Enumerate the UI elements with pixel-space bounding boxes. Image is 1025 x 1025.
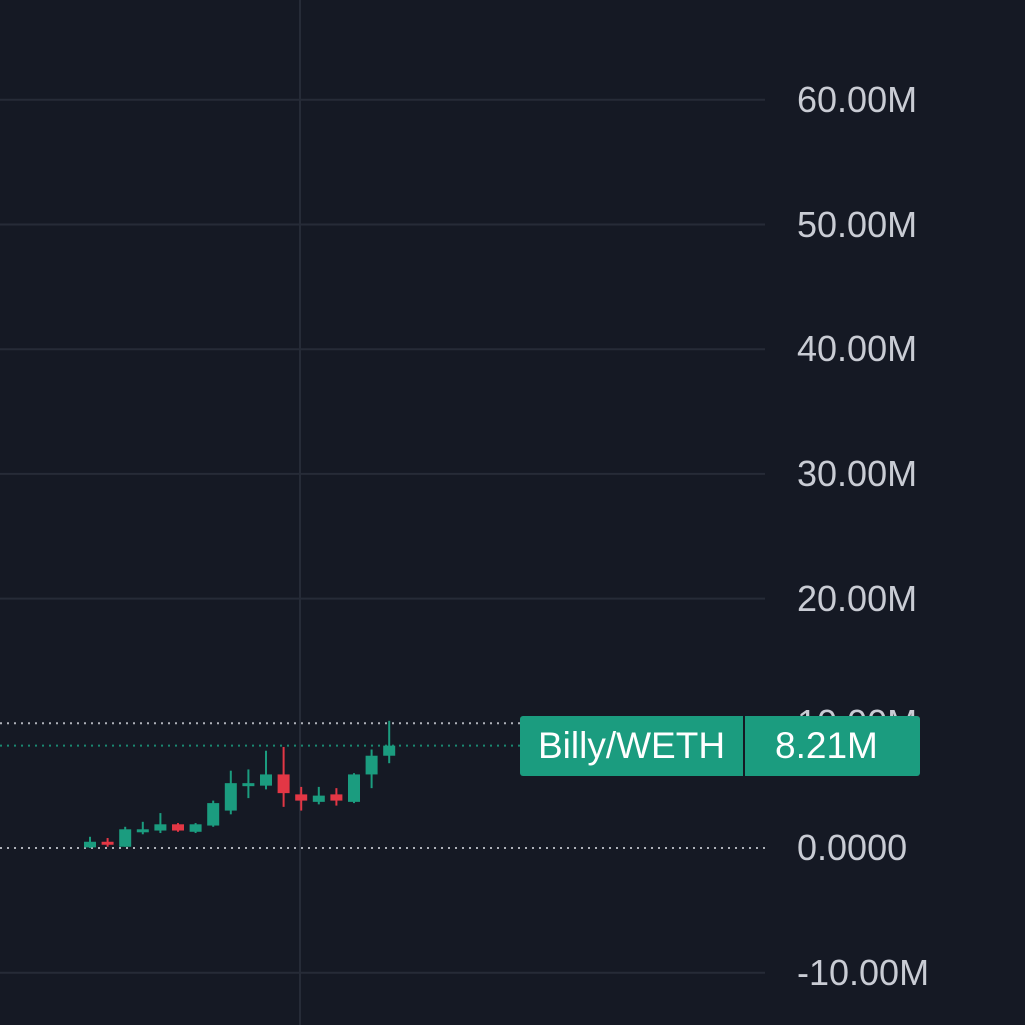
y-tick-label: 50.00M — [797, 203, 918, 245]
y-tick-label: 20.00M — [797, 577, 918, 619]
candle-body — [189, 824, 202, 832]
last-price-tag: Billy/WETH 8.21M — [520, 716, 921, 776]
candle-body — [224, 783, 237, 811]
candle-body — [383, 745, 396, 756]
candle-body — [312, 795, 325, 802]
candle-body — [154, 824, 167, 831]
candle-body — [119, 829, 132, 847]
candle-body — [365, 755, 378, 775]
candle-body — [277, 774, 290, 794]
candle-body — [295, 794, 308, 801]
y-tick-label: 30.00M — [797, 452, 918, 494]
y-tick-label: 0.0000 — [797, 827, 908, 868]
candle-body — [348, 774, 360, 802]
last-price-label: 8.21M — [743, 716, 921, 776]
y-tick-label: 60.00M — [797, 78, 918, 120]
candle-body — [330, 794, 343, 801]
pair-label: Billy/WETH — [520, 716, 744, 776]
candle-body — [242, 783, 255, 787]
y-tick-label: 40.00M — [797, 328, 918, 370]
candle-body — [101, 841, 114, 845]
candle-body — [84, 841, 96, 848]
candle-body — [260, 774, 272, 786]
y-tick-label: -10.00M — [797, 951, 930, 993]
candle-body — [136, 829, 149, 833]
candle-body — [172, 824, 184, 831]
candle-body — [207, 803, 220, 826]
